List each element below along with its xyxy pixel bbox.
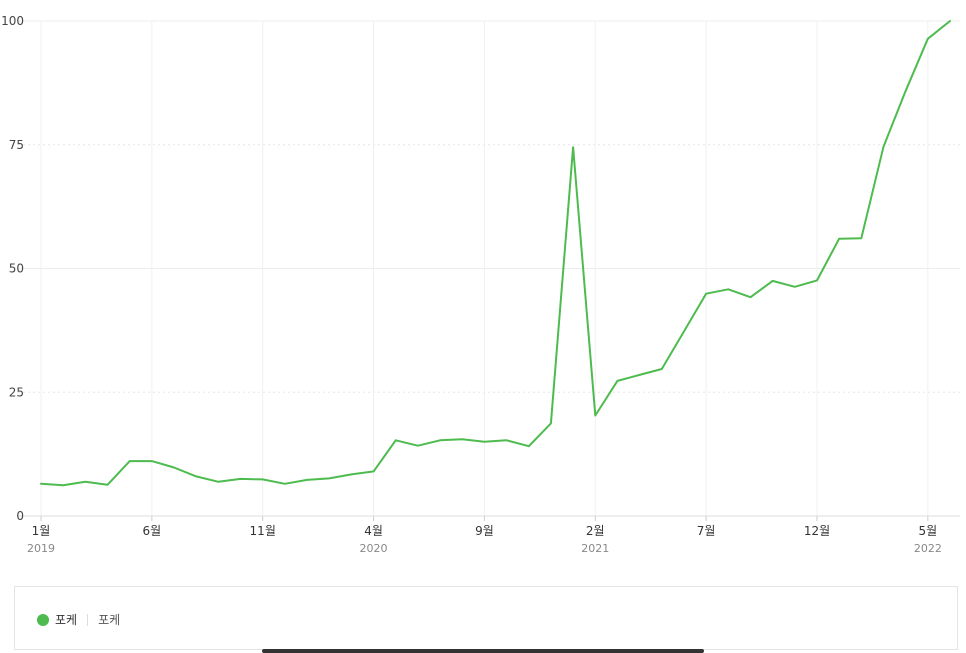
y-tick-label: 25 [9,385,24,399]
x-tick-label: 5월 [918,524,937,538]
x-tick-year-label: 2022 [914,542,942,555]
y-tick-label: 100 [1,14,24,28]
x-tick-label: 7월 [697,524,716,538]
series-line [40,20,951,487]
x-tick-year-label: 2019 [27,542,55,555]
y-tick-label: 50 [9,262,24,276]
line-chart: 0 25 50 75 100 1월 2019 6월 11월 4월 2020 9월 2월 2021 7월 12… [1,14,960,555]
y-tick-label: 0 [16,509,24,523]
legend-separator [87,613,89,626]
x-tick-label: 6월 [143,524,162,538]
x-tick-label: 1월 [32,524,51,538]
x-tick-label: 4월 [364,524,383,538]
x-tick-label: 9월 [475,524,494,538]
y-tick-label: 75 [9,138,24,152]
legend: 포케 포케 [14,586,958,650]
x-tick-year-label: 2020 [360,542,388,555]
x-tick-label: 11월 [250,524,276,538]
x-tick-label: 12월 [804,524,830,538]
legend-item[interactable]: 포케 포케 [37,611,120,628]
legend-color-dot [37,613,49,626]
x-axis-ticks: 1월 2019 6월 11월 4월 2020 9월 2월 2021 7월 12월 5월 2022 [27,524,942,555]
legend-sublabel: 포케 [98,613,121,627]
x-tick-label: 2월 [586,524,605,538]
x-tick-year-label: 2021 [581,542,609,555]
y-axis-ticks: 0 25 50 75 100 [1,14,24,523]
legend-label: 포케 [55,613,78,627]
series-layer [40,20,951,487]
grid [18,20,960,521]
bottom-scroll-handle[interactable] [262,649,704,653]
